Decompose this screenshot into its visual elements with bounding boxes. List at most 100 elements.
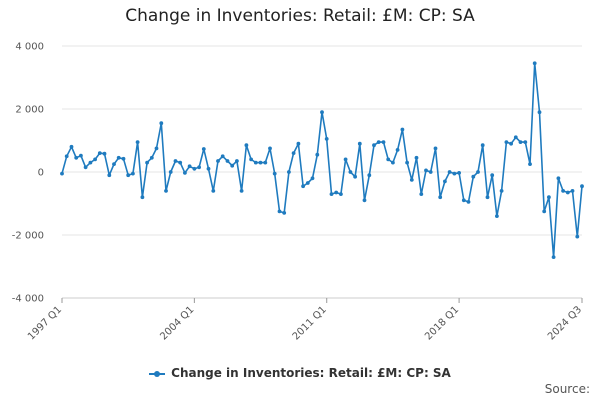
data-point[interactable] <box>216 159 220 163</box>
data-point[interactable] <box>310 176 315 181</box>
data-point[interactable] <box>97 151 102 156</box>
data-point[interactable] <box>556 176 561 181</box>
data-point[interactable] <box>183 171 187 175</box>
data-point[interactable] <box>287 170 291 174</box>
data-point[interactable] <box>83 165 88 170</box>
data-point[interactable] <box>343 157 348 162</box>
data-point[interactable] <box>509 141 513 146</box>
data-point[interactable] <box>419 192 424 197</box>
data-point[interactable] <box>381 140 386 145</box>
data-point[interactable] <box>409 178 414 182</box>
data-point[interactable] <box>126 173 131 178</box>
data-point[interactable] <box>277 209 282 214</box>
data-point[interactable] <box>547 195 551 200</box>
data-point[interactable] <box>69 144 74 149</box>
data-point[interactable] <box>268 146 272 151</box>
data-point[interactable] <box>320 110 324 115</box>
data-point[interactable] <box>348 170 353 174</box>
data-point[interactable] <box>249 157 254 162</box>
data-point[interactable] <box>565 190 570 195</box>
data-point[interactable] <box>362 198 367 203</box>
data-point[interactable] <box>168 170 173 174</box>
data-point[interactable] <box>391 160 395 165</box>
data-point[interactable] <box>476 170 480 174</box>
data-point[interactable] <box>296 141 301 146</box>
data-point[interactable] <box>376 140 381 145</box>
data-point[interactable] <box>414 155 419 160</box>
data-point[interactable] <box>145 160 150 165</box>
data-point[interactable] <box>102 151 107 156</box>
data-point[interactable] <box>329 192 334 197</box>
data-point[interactable] <box>461 198 466 203</box>
data-point[interactable] <box>518 140 523 145</box>
data-point[interactable] <box>395 148 400 152</box>
data-point[interactable] <box>315 152 320 157</box>
data-point[interactable] <box>523 140 528 145</box>
data-point[interactable] <box>239 189 244 193</box>
data-point[interactable] <box>112 162 116 167</box>
data-point[interactable] <box>244 143 249 148</box>
data-point[interactable] <box>253 160 258 165</box>
data-point[interactable] <box>443 179 447 184</box>
data-point[interactable] <box>121 156 126 161</box>
data-point[interactable] <box>263 160 268 165</box>
data-point[interactable] <box>457 171 461 175</box>
data-point[interactable] <box>60 171 64 176</box>
data-point[interactable] <box>339 192 343 197</box>
data-point[interactable] <box>211 189 216 193</box>
data-point[interactable] <box>372 143 376 148</box>
data-point[interactable] <box>173 159 178 163</box>
data-point[interactable] <box>291 151 296 156</box>
data-point[interactable] <box>504 140 509 145</box>
data-point[interactable] <box>499 189 504 193</box>
data-point[interactable] <box>570 189 575 193</box>
data-point[interactable] <box>400 127 405 132</box>
data-point[interactable] <box>532 61 537 66</box>
data-point[interactable] <box>471 174 476 179</box>
data-point[interactable] <box>542 209 547 214</box>
data-point[interactable] <box>140 195 145 200</box>
data-point[interactable] <box>334 190 339 195</box>
data-point[interactable] <box>131 171 135 176</box>
data-point[interactable] <box>447 170 452 174</box>
data-point[interactable] <box>324 137 329 141</box>
data-point[interactable] <box>107 173 112 178</box>
data-point[interactable] <box>74 155 79 160</box>
data-point[interactable] <box>178 160 183 165</box>
data-point[interactable] <box>301 184 305 189</box>
data-point[interactable] <box>187 164 192 169</box>
data-point[interactable] <box>258 160 263 165</box>
data-point[interactable] <box>495 214 499 219</box>
data-point[interactable] <box>201 147 206 151</box>
data-point[interactable] <box>480 143 485 148</box>
data-point[interactable] <box>357 141 362 146</box>
data-point[interactable] <box>192 166 197 171</box>
legend[interactable]: Change in Inventories: Retail: £M: CP: S… <box>0 366 600 380</box>
data-point[interactable] <box>466 200 471 204</box>
data-point[interactable] <box>135 140 140 145</box>
data-point[interactable] <box>353 174 357 179</box>
data-point[interactable] <box>235 159 239 163</box>
data-point[interactable] <box>528 162 532 167</box>
data-point[interactable] <box>149 155 154 160</box>
data-point[interactable] <box>197 165 202 170</box>
data-point[interactable] <box>282 211 287 215</box>
data-point[interactable] <box>367 173 372 178</box>
data-point[interactable] <box>64 154 69 159</box>
data-point[interactable] <box>551 255 556 259</box>
data-point[interactable] <box>575 234 580 239</box>
data-point[interactable] <box>305 181 310 185</box>
data-point[interactable] <box>433 146 438 151</box>
data-point[interactable] <box>272 171 277 176</box>
data-point[interactable] <box>490 173 495 178</box>
data-point[interactable] <box>438 195 443 200</box>
data-point[interactable] <box>452 171 457 176</box>
data-point[interactable] <box>580 184 584 189</box>
data-point[interactable] <box>386 157 391 162</box>
data-point[interactable] <box>424 168 428 173</box>
data-point[interactable] <box>159 121 164 126</box>
data-point[interactable] <box>561 189 565 193</box>
data-point[interactable] <box>537 110 542 115</box>
data-point[interactable] <box>206 166 211 171</box>
data-point[interactable] <box>154 146 159 151</box>
